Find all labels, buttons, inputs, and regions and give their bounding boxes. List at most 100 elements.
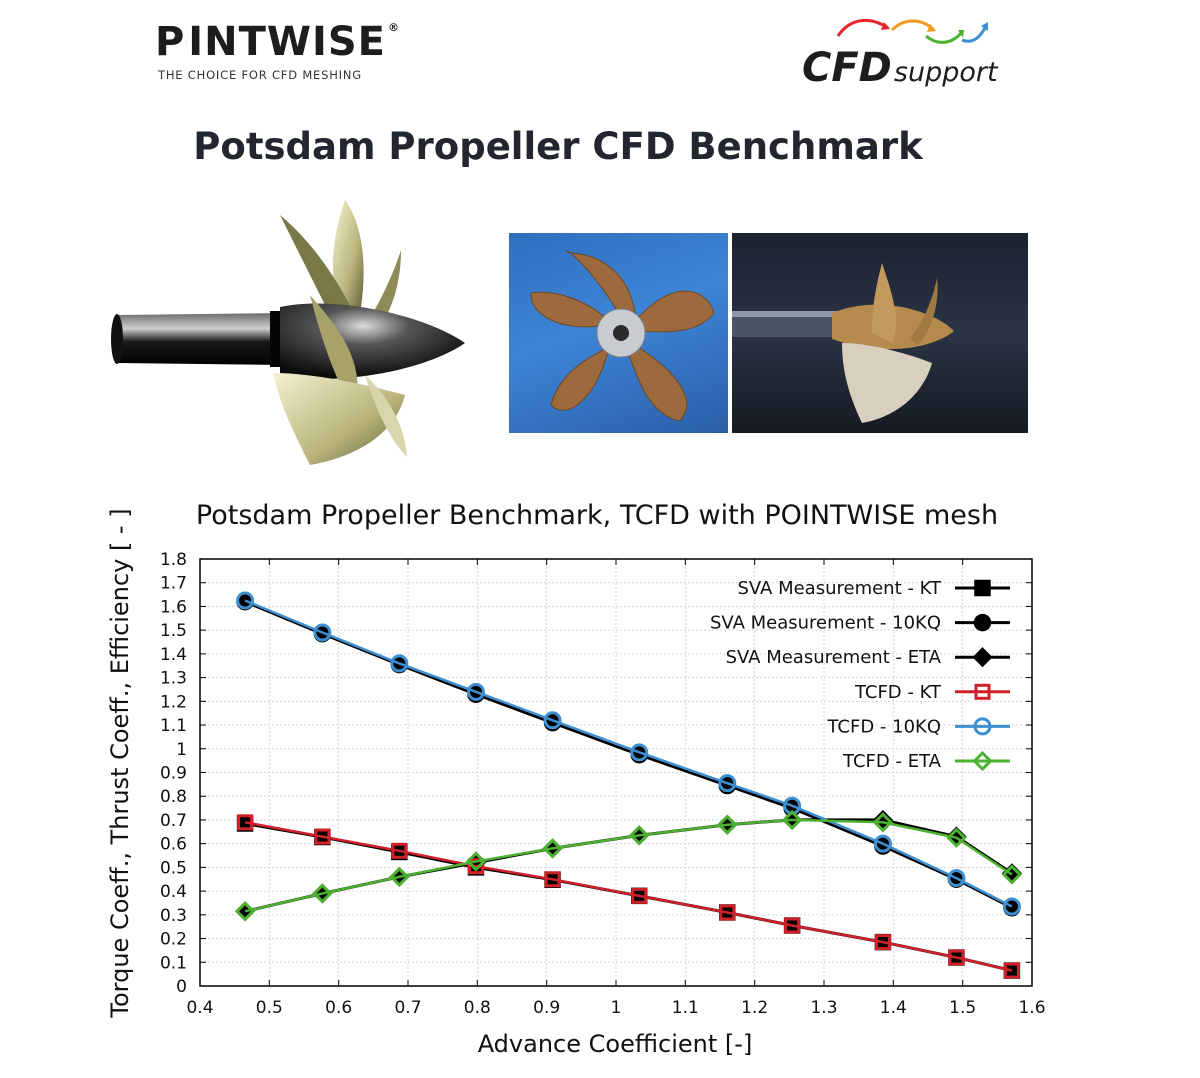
data-point	[312, 883, 333, 904]
series-6	[234, 809, 1023, 922]
legend-marker	[973, 613, 992, 632]
data-point	[781, 809, 803, 831]
x-axis: 0.4 0.5 0.6 0.7 0.8 0.9 1 1.1 1.2 1.3 1.4 1.5 1.6	[186, 559, 1046, 1018]
legend-entry: TCFD - ETA	[842, 750, 1010, 772]
legend-label: SVA Measurement - ETA	[726, 647, 942, 668]
legend-entry: SVA Measurement - KT	[737, 578, 1010, 599]
chart-title: Potsdam Propeller Benchmark, TCFD with P…	[196, 500, 998, 531]
legend-entry: SVA Measurement - ETA	[726, 647, 1010, 668]
y-tick-label: 1	[176, 740, 187, 760]
globe-icon	[186, 41, 188, 43]
data-point	[236, 591, 255, 610]
legend-label: TCFD - ETA	[842, 751, 942, 772]
data-point	[629, 825, 650, 846]
legend-entry: TCFD - KT	[854, 682, 1010, 703]
data-point	[391, 842, 408, 859]
y-tick-label: 0.3	[160, 906, 187, 926]
pointwise-word-left: P	[155, 19, 186, 65]
y-tick-label: 0.8	[160, 787, 187, 807]
x-tick-label: 1.2	[741, 998, 768, 1018]
x-tick-label: 0.4	[186, 998, 213, 1018]
x-tick-label: 0.5	[256, 998, 283, 1018]
series-layer	[234, 591, 1023, 979]
registered-mark: ®	[388, 21, 400, 34]
series-1	[236, 815, 1021, 979]
pointwise-word-right: INTWISE	[188, 19, 386, 65]
data-point	[390, 654, 409, 673]
pointwise-wordmark: P INTWISE ®	[155, 19, 400, 65]
y-tick-label: 1.1	[160, 716, 187, 736]
series-line	[244, 818, 1013, 913]
legend-label: SVA Measurement - 10KQ	[710, 613, 941, 634]
x-tick-label: 0.8	[464, 998, 491, 1018]
legend-marker	[974, 579, 991, 597]
data-point	[313, 623, 332, 642]
data-point	[1002, 897, 1021, 916]
data-point	[719, 904, 736, 921]
data-point	[873, 834, 892, 853]
data-point	[874, 934, 891, 951]
y-axis-label: Torque Coeff., Thrust Coeff., Efficiency…	[106, 508, 134, 1018]
series-4	[237, 814, 1020, 979]
legend-marker	[972, 647, 993, 668]
series-line	[244, 599, 1013, 908]
x-tick-label: 0.9	[533, 998, 560, 1018]
x-tick-label: 1.4	[880, 998, 907, 1018]
x-tick-label: 0.7	[394, 998, 421, 1018]
y-axis: 0 0.1 0.2 0.3 0.4 0.5 0.6 0.7 0.8 0.9 1 1.1 1.2 1.3 1.…	[160, 550, 1032, 997]
y-tick-label: 1.2	[160, 692, 187, 712]
legend-marker	[974, 683, 991, 700]
data-point	[1001, 864, 1023, 885]
y-tick-label: 0.4	[160, 882, 187, 902]
y-tick-label: 1.8	[160, 550, 187, 570]
data-point	[544, 871, 561, 888]
data-point	[630, 743, 649, 762]
data-point	[314, 828, 331, 845]
y-tick-label: 1.5	[160, 621, 187, 641]
series-line	[244, 822, 1013, 973]
y-tick-label: 0.5	[160, 858, 187, 878]
legend-label: TCFD - 10KQ	[826, 716, 941, 737]
data-point	[717, 814, 738, 835]
x-tick-label: 1.5	[949, 998, 976, 1018]
data-point	[389, 866, 410, 887]
data-point	[542, 838, 563, 859]
pointwise-tagline: THE CHOICE FOR CFD MESHING	[158, 68, 362, 82]
data-point	[947, 869, 966, 888]
data-point	[784, 917, 801, 934]
y-tick-label: 1.3	[160, 669, 187, 689]
data-point	[718, 774, 737, 793]
y-tick-label: 0.2	[160, 930, 187, 950]
x-axis-label: Advance Coefficient [-]	[478, 1030, 753, 1058]
y-tick-label: 0.9	[160, 764, 187, 784]
y-tick-label: 0	[176, 977, 187, 997]
propeller-photo-front	[509, 233, 728, 433]
x-tick-label: 1.3	[810, 998, 837, 1018]
series-line	[244, 821, 1013, 972]
x-tick-label: 1.1	[672, 998, 699, 1018]
propeller-photo-front-art	[530, 250, 715, 422]
series-line	[244, 818, 1013, 913]
data-point	[948, 949, 965, 966]
data-point	[466, 682, 485, 701]
data-point	[946, 827, 967, 848]
y-tick-label: 0.1	[160, 953, 187, 973]
pointwise-logo: P INTWISE ® THE CHOICE FOR CFD MESHING	[155, 19, 400, 84]
cfd-support-main: CFD	[802, 45, 892, 91]
y-tick-label: 1.7	[160, 574, 187, 594]
x-tick-label: 1.6	[1018, 998, 1045, 1018]
y-tick-label: 0.7	[160, 811, 187, 831]
legend-marker	[973, 717, 992, 736]
y-tick-label: 1.6	[160, 597, 187, 617]
flow-arrows-icon	[836, 19, 988, 44]
legend-label: SVA Measurement - KT	[737, 578, 942, 599]
performance-chart: Potsdam Propeller Benchmark, TCFD with P…	[106, 500, 1046, 1058]
data-point	[543, 711, 562, 730]
data-point	[872, 812, 894, 833]
legend-marker	[972, 750, 993, 772]
x-tick-label: 0.6	[325, 998, 352, 1018]
page-title: Potsdam Propeller CFD Benchmark	[193, 125, 923, 168]
data-point	[237, 814, 254, 831]
legend-entry: TCFD - 10KQ	[826, 716, 1010, 737]
chart-legend: SVA Measurement - KT SVA Measurement - 10…	[710, 578, 1010, 772]
